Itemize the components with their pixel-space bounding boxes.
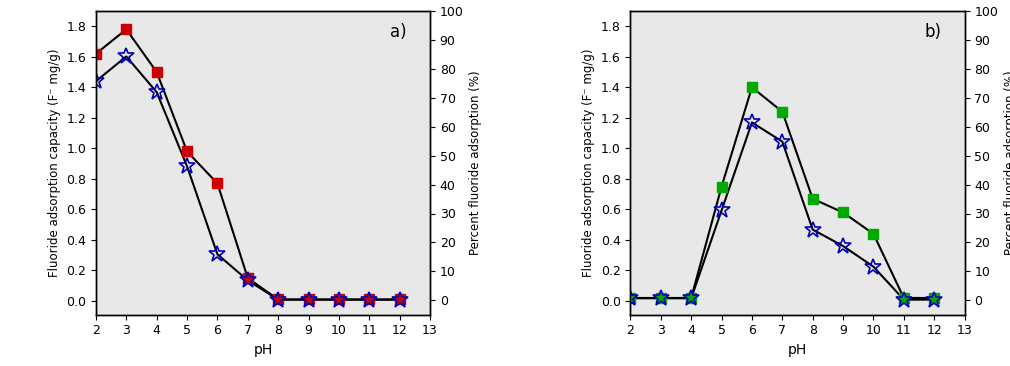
X-axis label: pH: pH <box>254 343 273 357</box>
Y-axis label: Percent fluoride adsorption (%): Percent fluoride adsorption (%) <box>470 71 482 255</box>
Text: a): a) <box>390 23 407 41</box>
Text: b): b) <box>924 23 941 41</box>
X-axis label: pH: pH <box>788 343 807 357</box>
Y-axis label: Fluoride adsorption capacity (F⁻ mg/g): Fluoride adsorption capacity (F⁻ mg/g) <box>47 49 61 277</box>
Y-axis label: Percent fluoride adsorption (%): Percent fluoride adsorption (%) <box>1004 71 1010 255</box>
Y-axis label: Fluoride adsorption capacity (F⁻ mg/g): Fluoride adsorption capacity (F⁻ mg/g) <box>582 49 595 277</box>
